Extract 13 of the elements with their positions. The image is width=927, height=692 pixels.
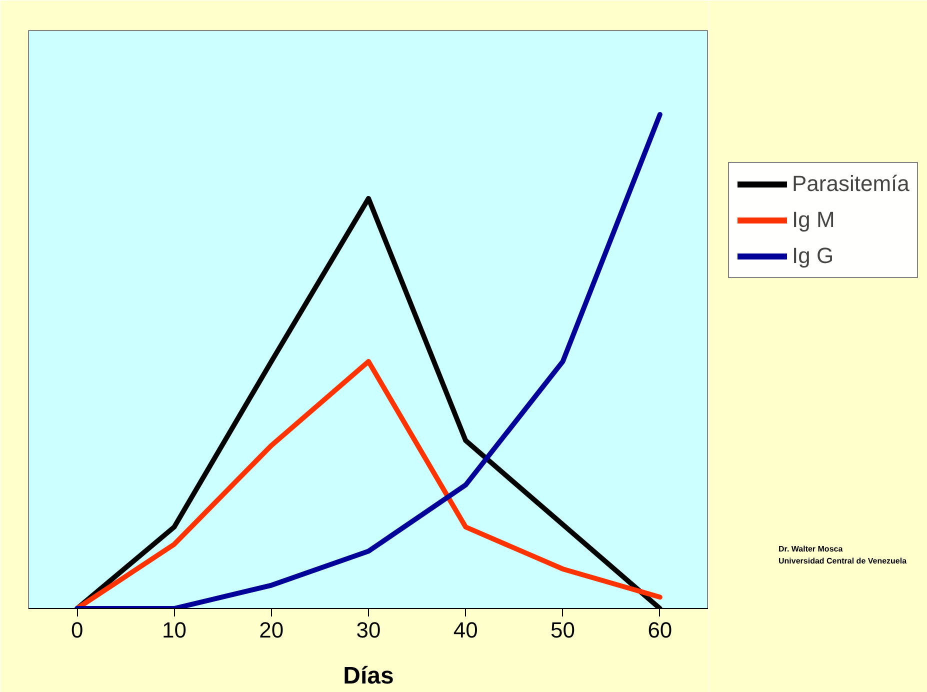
x-axis-title: Días — [343, 662, 394, 690]
x-tick-label: 30 — [356, 618, 381, 642]
x-tick-label: 20 — [259, 618, 284, 642]
x-tick-label: 0 — [70, 618, 84, 642]
text: Dr. Walter Mosca — [778, 544, 844, 554]
x-tick-label: 50 — [550, 618, 576, 642]
legend-label: Ig G — [792, 243, 834, 269]
legend-label: Parasitemía — [792, 171, 910, 197]
x-tick-label: 60 — [648, 618, 672, 642]
text: Universidad Central de Venezuela — [778, 556, 908, 566]
legend-label: Ig M — [792, 207, 835, 233]
x-tick-label: 40 — [453, 618, 478, 642]
x-tick-label: 10 — [162, 618, 186, 642]
